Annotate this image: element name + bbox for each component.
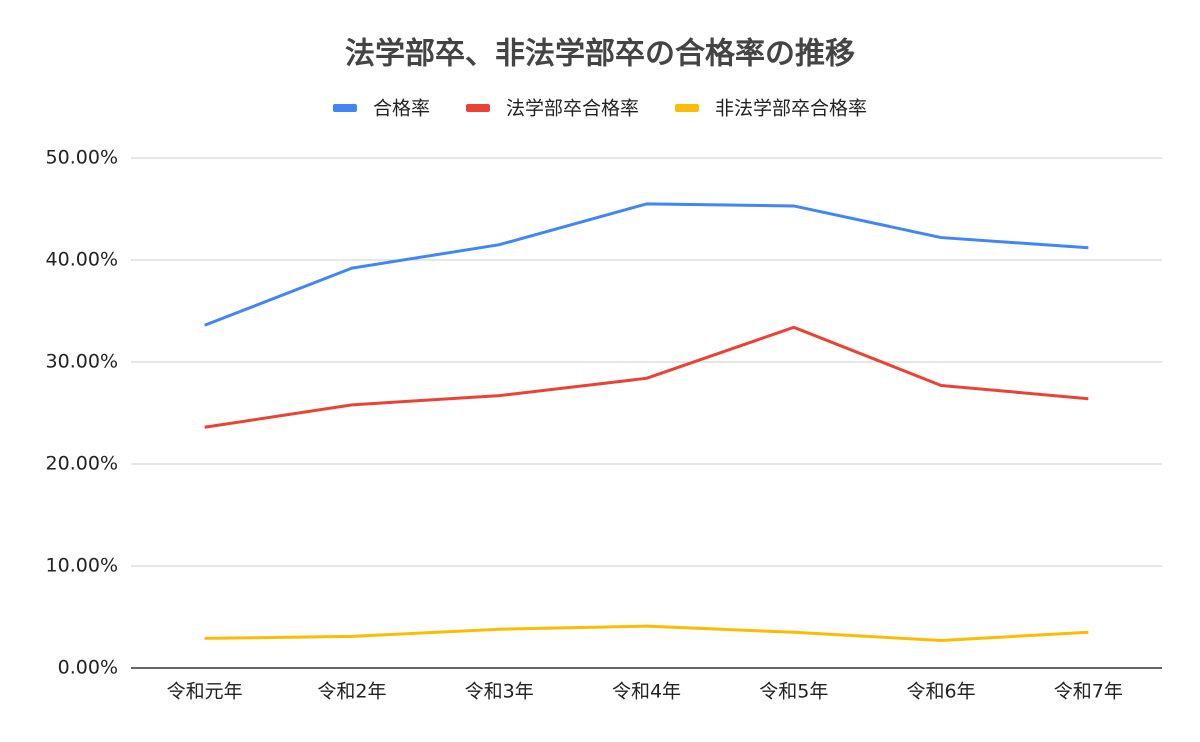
x-tick-label: 令和2年 (317, 681, 386, 703)
x-tick-label: 令和4年 (612, 681, 681, 703)
legend-swatch (675, 104, 700, 112)
legend-swatch (465, 104, 490, 112)
legend-label: 法学部卒合格率 (506, 98, 639, 120)
x-tick-label: 令和6年 (907, 681, 976, 703)
legend-label: 非法学部卒合格率 (715, 98, 867, 120)
y-tick-label: 30.00% (46, 351, 118, 373)
x-tick-label: 令和7年 (1054, 681, 1123, 703)
y-tick-label: 50.00% (46, 147, 118, 169)
x-tick-label: 令和元年 (167, 681, 243, 703)
legend-label: 合格率 (373, 98, 430, 120)
y-tick-label: 10.00% (46, 555, 118, 577)
legend-swatch (332, 104, 357, 112)
y-tick-label: 20.00% (46, 453, 118, 475)
series-line (204, 624, 1089, 642)
series-line (204, 202, 1089, 327)
x-tick-label: 令和3年 (465, 681, 534, 703)
x-tick-label: 令和5年 (759, 681, 828, 703)
y-tick-label: 40.00% (46, 249, 118, 271)
y-tick-label: 0.00% (58, 657, 118, 679)
series-line (204, 325, 1089, 429)
chart-title: 法学部卒、非法学部卒の合格率の推移 (345, 37, 855, 72)
